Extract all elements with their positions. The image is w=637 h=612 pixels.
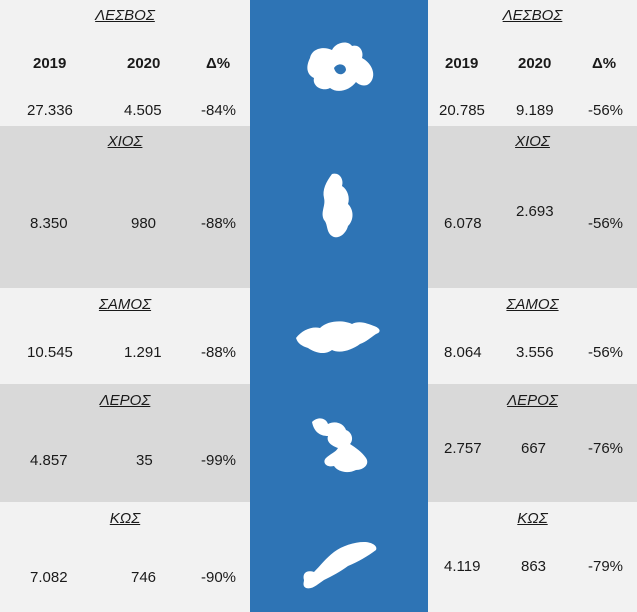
value-2020: 746	[131, 569, 157, 586]
kos-icon	[303, 542, 377, 589]
value-2019: 4.119	[444, 558, 481, 575]
col-2020-header: 2020	[518, 55, 552, 72]
value-2019: 7.082	[30, 569, 68, 586]
value-2019: 2.757	[444, 440, 482, 457]
value-2019: 6.078	[444, 215, 482, 232]
row-samos: ΣΑΜΟΣ 10.545 1.291 -88%	[0, 288, 250, 384]
row-lesvos: ΛΕΣΒΟΣ 2019 2020 Δ% 20.785 9.189 -56%	[428, 0, 637, 126]
value-delta: -56%	[588, 344, 624, 361]
row-lesvos: ΛΕΣΒΟΣ 2019 2020 Δ% 27.336 4.505 -84%	[0, 0, 250, 126]
island-name: ΛΕΣΒΟΣ	[95, 7, 155, 24]
value-delta: -90%	[201, 569, 237, 586]
chios-icon	[322, 173, 353, 238]
island-name: ΚΩΣ	[517, 510, 548, 527]
row-leros: ΛΕΡΟΣ 2.757 667 -76%	[428, 384, 637, 502]
island-name: ΧΙΟΣ	[107, 133, 143, 150]
col-delta-header: Δ%	[206, 55, 231, 72]
value-delta: -79%	[588, 558, 624, 575]
value-delta: -76%	[588, 440, 624, 457]
value-delta: -99%	[201, 452, 237, 469]
island-name: ΛΕΡΟΣ	[507, 392, 558, 409]
value-2020: 3.556	[516, 344, 554, 361]
value-2019: 10.545	[27, 344, 73, 361]
row-kos: ΚΩΣ 7.082 746 -90%	[0, 502, 250, 612]
value-2019: 8.064	[444, 344, 482, 361]
lesvos-icon	[307, 42, 374, 91]
value-2019: 27.336	[27, 102, 73, 119]
value-2020: 1.291	[124, 344, 162, 361]
island-name: ΚΩΣ	[109, 510, 141, 527]
samos-icon	[296, 321, 380, 354]
value-2019: 4.857	[30, 452, 68, 469]
leros-icon	[312, 418, 368, 473]
value-2020: 863	[521, 558, 547, 575]
row-leros: ΛΕΡΟΣ 4.857 35 -99%	[0, 384, 250, 502]
row-chios: ΧΙΟΣ 8.350 980 -88%	[0, 126, 250, 288]
value-2020: 4.505	[124, 102, 162, 119]
islands-map-strip	[250, 0, 428, 612]
value-2020: 667	[521, 440, 547, 457]
value-2020: 980	[131, 215, 157, 232]
island-name: ΣΑΜΟΣ	[506, 296, 559, 313]
value-delta: -56%	[588, 102, 624, 119]
col-2019-header: 2019	[445, 55, 479, 72]
value-2019: 8.350	[30, 215, 68, 232]
row-kos: ΚΩΣ 4.119 863 -79%	[428, 502, 637, 612]
value-2019: 20.785	[439, 102, 485, 119]
island-name: ΛΕΡΟΣ	[99, 392, 151, 409]
value-2020: 9.189	[516, 102, 554, 119]
col-2020-header: 2020	[127, 55, 161, 72]
value-delta: -84%	[201, 102, 237, 119]
row-samos: ΣΑΜΟΣ 8.064 3.556 -56%	[428, 288, 637, 384]
island-name: ΛΕΣΒΟΣ	[502, 7, 563, 24]
value-delta: -88%	[201, 344, 237, 361]
value-2020: 2.693	[516, 203, 554, 220]
row-chios: ΧΙΟΣ 6.078 2.693 -56%	[428, 126, 637, 288]
col-delta-header: Δ%	[592, 55, 617, 72]
island-name: ΧΙΟΣ	[515, 133, 550, 150]
value-2020: 35	[136, 452, 153, 469]
island-name: ΣΑΜΟΣ	[98, 296, 152, 313]
value-delta: -88%	[201, 215, 237, 232]
col-2019-header: 2019	[33, 55, 67, 72]
value-delta: -56%	[588, 215, 624, 232]
